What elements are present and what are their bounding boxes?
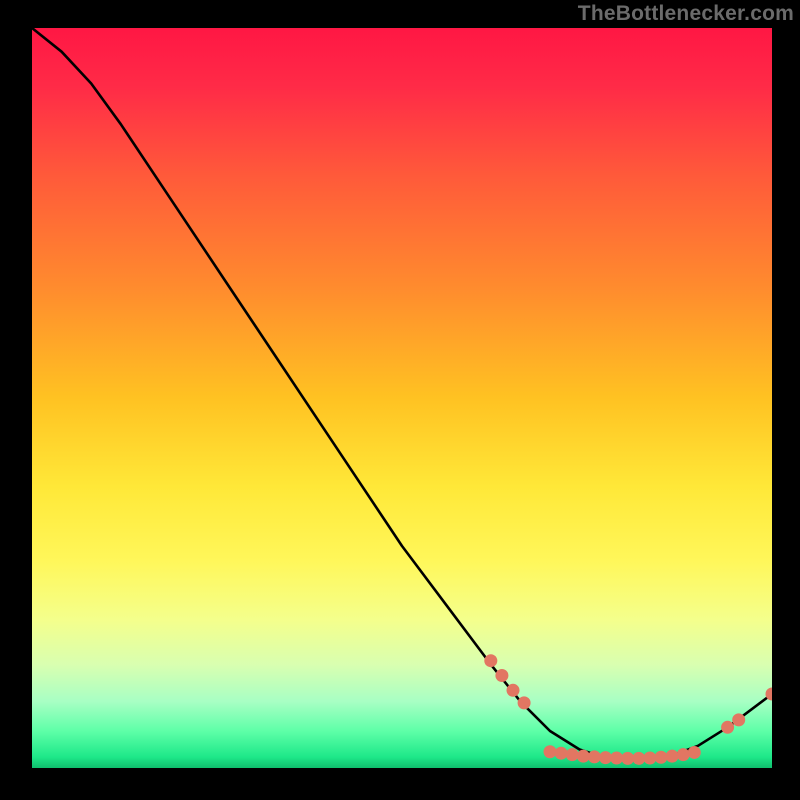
data-marker	[610, 752, 623, 765]
watermark-text: TheBottlenecker.com	[578, 2, 794, 26]
data-marker	[484, 654, 497, 667]
curve-layer	[32, 28, 772, 768]
data-marker	[766, 688, 773, 701]
data-marker	[588, 750, 601, 763]
data-marker	[555, 747, 568, 760]
data-marker	[577, 750, 590, 763]
data-marker	[643, 752, 656, 765]
data-marker	[621, 752, 634, 765]
data-marker	[721, 721, 734, 734]
data-marker	[495, 669, 508, 682]
bottleneck-curve	[32, 28, 772, 761]
data-marker	[507, 684, 520, 697]
data-marker	[566, 748, 579, 761]
chart-stage: TheBottlenecker.com	[0, 0, 800, 800]
data-marker	[655, 751, 668, 764]
data-marker	[544, 745, 557, 758]
plot-area	[32, 28, 772, 768]
data-marker	[666, 750, 679, 763]
data-marker	[518, 696, 531, 709]
data-marker	[732, 713, 745, 726]
data-marker	[599, 751, 612, 764]
data-marker	[632, 752, 645, 765]
data-marker	[688, 746, 701, 759]
data-marker	[677, 748, 690, 761]
